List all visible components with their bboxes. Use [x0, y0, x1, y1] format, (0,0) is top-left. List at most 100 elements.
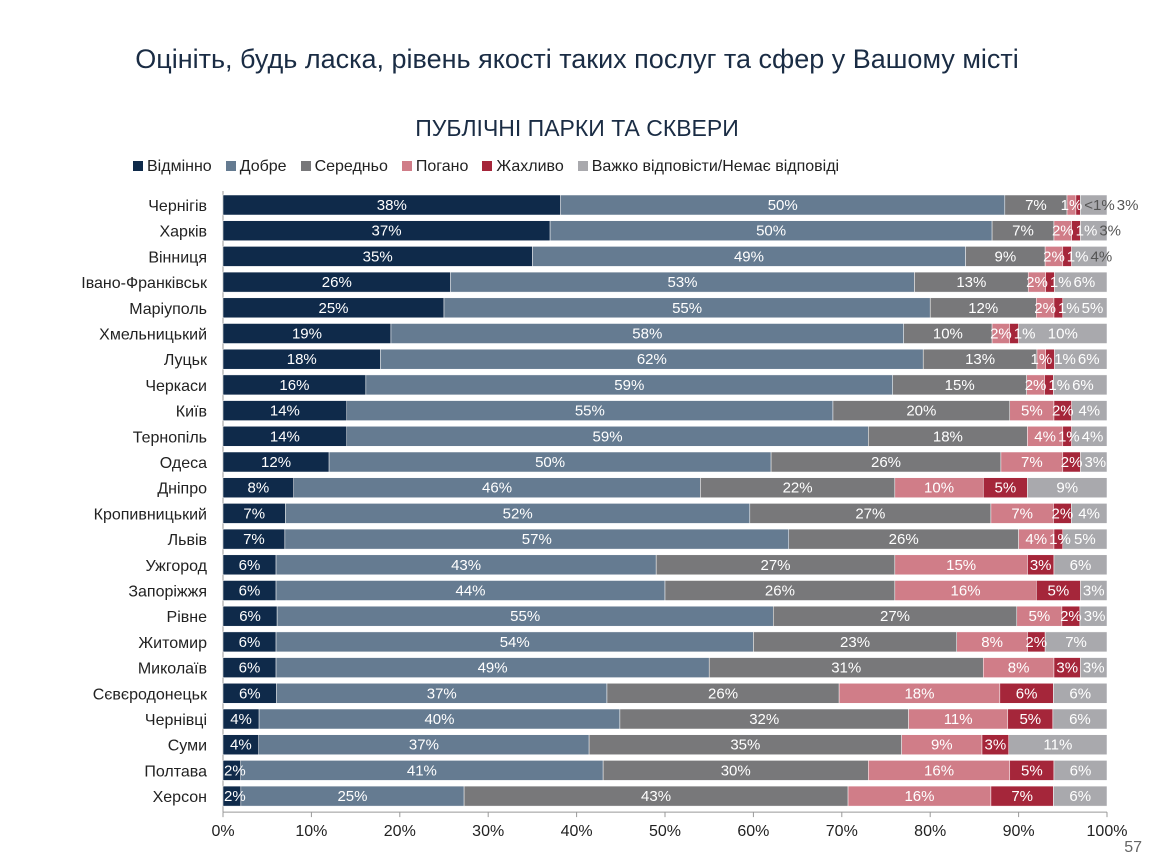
- data-label: 7%: [1065, 634, 1087, 651]
- data-label: 1%: [1061, 197, 1083, 214]
- legend-label: Добре: [239, 158, 287, 175]
- data-label: 7%: [1011, 505, 1033, 522]
- data-label: <1%: [1084, 197, 1114, 214]
- data-label: 4%: [1025, 531, 1047, 548]
- data-label: 26%: [708, 685, 738, 702]
- data-label: 32%: [749, 711, 779, 728]
- data-label: 19%: [292, 326, 322, 343]
- bar-segment: [1062, 297, 1108, 319]
- data-label: 2%: [1060, 608, 1082, 625]
- category-label: Суми: [168, 738, 207, 755]
- data-label: 2%: [1052, 403, 1074, 420]
- page-title: Оцініть, будь ласка, рівень якості таких…: [135, 44, 1019, 74]
- data-label: 10%: [933, 326, 963, 343]
- data-label: 3%: [1084, 608, 1106, 625]
- bar-segment: [1053, 785, 1108, 807]
- bar-segment: [1053, 554, 1108, 576]
- legend-swatch: [133, 161, 143, 171]
- data-label: 2%: [1025, 377, 1047, 394]
- data-label: 1%: [1054, 351, 1076, 368]
- data-label: 43%: [451, 557, 481, 574]
- data-label: 1%: [1048, 377, 1070, 394]
- data-label: 7%: [1025, 197, 1047, 214]
- legend: Відмінно Добре Середньо Погано Жахливо Важко …: [133, 158, 839, 176]
- data-label: 20%: [906, 403, 936, 420]
- data-label: 49%: [478, 660, 508, 677]
- data-label: 8%: [981, 634, 1003, 651]
- data-label: 3%: [1084, 454, 1106, 471]
- data-label: 7%: [1021, 454, 1043, 471]
- data-label: 5%: [1074, 531, 1096, 548]
- bar-segment: [1008, 734, 1108, 755]
- bar-segment: [1071, 400, 1108, 421]
- category-label: Івано-Франківськ: [81, 275, 208, 292]
- data-label: 1%: [1050, 274, 1072, 291]
- x-tick-label: 90%: [1003, 823, 1035, 840]
- data-label: 16%: [904, 788, 934, 805]
- category-label: Запоріжжя: [128, 584, 207, 601]
- category-label: Маріуполь: [129, 301, 207, 318]
- data-label: 53%: [667, 274, 697, 291]
- data-label: 40%: [424, 711, 454, 728]
- bar-segment: [1079, 605, 1108, 627]
- category-label: Миколаїв: [138, 661, 207, 678]
- data-label: 10%: [1048, 326, 1078, 343]
- x-tick-label: 70%: [826, 823, 858, 840]
- data-label: 37%: [372, 223, 402, 240]
- x-tick-label: 10%: [295, 823, 327, 840]
- category-label: Тернопіль: [133, 429, 207, 446]
- data-label: 12%: [968, 300, 998, 317]
- data-label: 26%: [889, 531, 919, 548]
- data-label: 4%: [230, 737, 252, 754]
- data-label: 35%: [363, 248, 393, 265]
- data-label: 6%: [239, 557, 261, 574]
- data-label: 3%: [1056, 660, 1078, 677]
- data-label: 6%: [1069, 685, 1091, 702]
- category-label: Херсон: [153, 789, 207, 806]
- data-label: 26%: [322, 274, 352, 291]
- category-label: Харків: [159, 224, 207, 241]
- data-label: 14%: [270, 428, 300, 445]
- data-label: 38%: [377, 197, 407, 214]
- data-label: 55%: [510, 608, 540, 625]
- data-label: 6%: [1016, 685, 1038, 702]
- legend-label: Середньо: [314, 158, 388, 175]
- data-label: 18%: [904, 685, 934, 702]
- legend-item: Відмінно: [133, 158, 212, 176]
- bar-segment: [1062, 528, 1108, 550]
- data-label: 1%: [1076, 223, 1098, 240]
- legend-item: Важко відповісти/Немає відповіді: [577, 158, 839, 176]
- data-label: 55%: [575, 403, 605, 420]
- data-label: 1%: [1031, 351, 1053, 368]
- data-label: 13%: [965, 351, 995, 368]
- bar-segment: [1080, 451, 1108, 473]
- data-label: 3%: [1083, 583, 1105, 600]
- data-label: 6%: [1069, 711, 1091, 728]
- data-label: 16%: [279, 377, 309, 394]
- category-label: Чернігів: [148, 198, 207, 215]
- data-label: 37%: [427, 685, 457, 702]
- data-label: 50%: [535, 454, 565, 471]
- data-label: 4%: [1090, 248, 1112, 265]
- legend-item: Добре: [225, 158, 287, 176]
- data-label: 7%: [243, 505, 265, 522]
- page-number: 57: [1124, 839, 1142, 856]
- legend-item: Погано: [401, 158, 469, 176]
- category-label: Вінниця: [148, 249, 207, 266]
- bar-segment: [1053, 683, 1108, 704]
- legend-swatch: [225, 161, 236, 171]
- data-label: 6%: [239, 660, 261, 677]
- bar-segment: [1080, 220, 1108, 241]
- data-label: 2%: [1061, 454, 1083, 471]
- data-label: 52%: [503, 505, 533, 522]
- legend-swatch: [300, 161, 311, 171]
- x-tick-label: 50%: [649, 823, 681, 840]
- data-label: 4%: [1034, 428, 1056, 445]
- data-label: 6%: [1072, 377, 1094, 394]
- legend-label: Погано: [415, 158, 469, 175]
- data-label: 44%: [456, 583, 486, 600]
- data-label: 2%: [1034, 300, 1056, 317]
- data-label: 2%: [1026, 274, 1048, 291]
- bar-segment: [1071, 503, 1108, 524]
- data-label: 5%: [1021, 403, 1043, 420]
